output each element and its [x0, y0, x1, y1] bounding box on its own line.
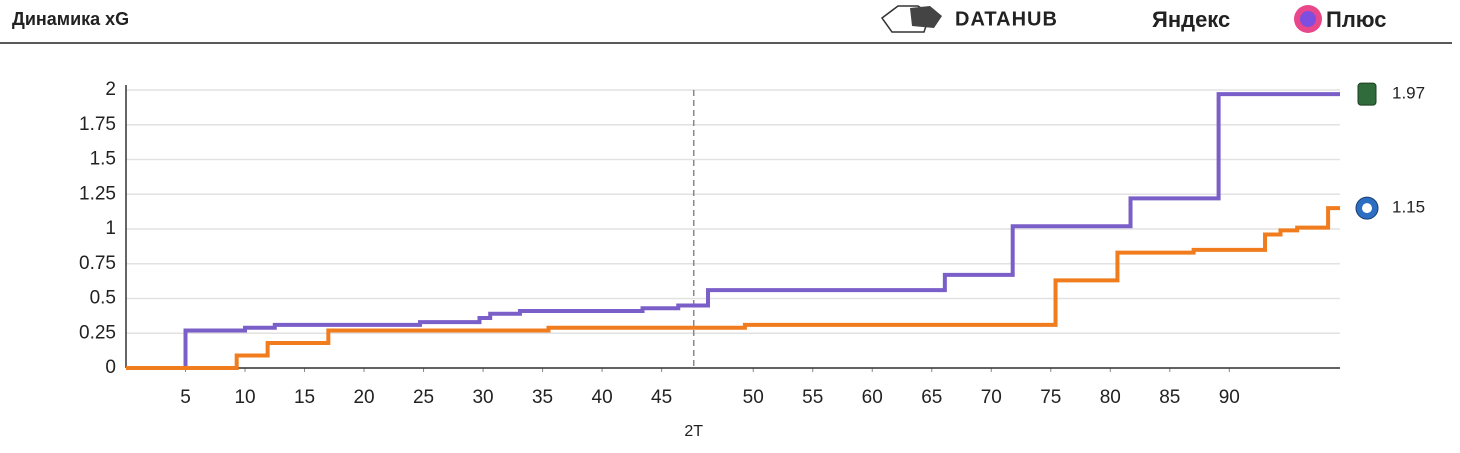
x-tick-label: 85	[1159, 387, 1180, 408]
brand: DATAHUB	[955, 8, 1058, 30]
partner: Яндекс	[1152, 7, 1230, 32]
x-tick-label: 60	[862, 387, 883, 408]
x-tick-label: 50	[743, 387, 764, 408]
x-tick-label: 65	[921, 387, 942, 408]
y-tick-label: 0	[105, 357, 116, 378]
x-tick-label: 45	[651, 387, 672, 408]
y-tick-label: 1.25	[79, 183, 116, 204]
xg-line	[126, 92, 1340, 370]
team-icon	[1357, 82, 1377, 106]
y-tick-label: 1	[105, 218, 116, 239]
chart-title: Динамика xG	[12, 9, 129, 29]
y-tick-label: 0.5	[90, 288, 116, 309]
x-tick-label: 80	[1100, 387, 1121, 408]
y-tick-label: 0.75	[79, 253, 116, 274]
y-tick-label: 1.5	[90, 149, 116, 170]
x-tick-label: 90	[1219, 387, 1240, 408]
x-tick-label: 25	[413, 387, 434, 408]
x-tick-label: 20	[353, 387, 374, 408]
x-tick-label: 75	[1040, 387, 1061, 408]
x-tick-label: 40	[592, 387, 613, 408]
x-tick-label: 55	[802, 387, 823, 408]
end-label: 1.97	[1392, 84, 1425, 103]
y-tick-label: 2	[105, 79, 116, 100]
brand-icon-fill	[910, 6, 942, 28]
x-tick-label: 5	[180, 387, 191, 408]
x-tick-label: 15	[294, 387, 315, 408]
x-tick-label: 10	[234, 387, 255, 408]
team-icon-inner	[1362, 203, 1372, 214]
x-tick-label: 70	[981, 387, 1002, 408]
y-tick-label: 0.25	[79, 322, 116, 343]
partner-product: Плюс	[1326, 7, 1387, 32]
y-tick-label: 1.75	[79, 114, 116, 135]
x-tick-label: 30	[472, 387, 493, 408]
end-label: 1.15	[1392, 198, 1425, 217]
period-label: 2T	[684, 423, 703, 440]
partner-icon-inner	[1300, 11, 1316, 27]
x-tick-label: 35	[532, 387, 553, 408]
xg-line	[126, 206, 1340, 370]
